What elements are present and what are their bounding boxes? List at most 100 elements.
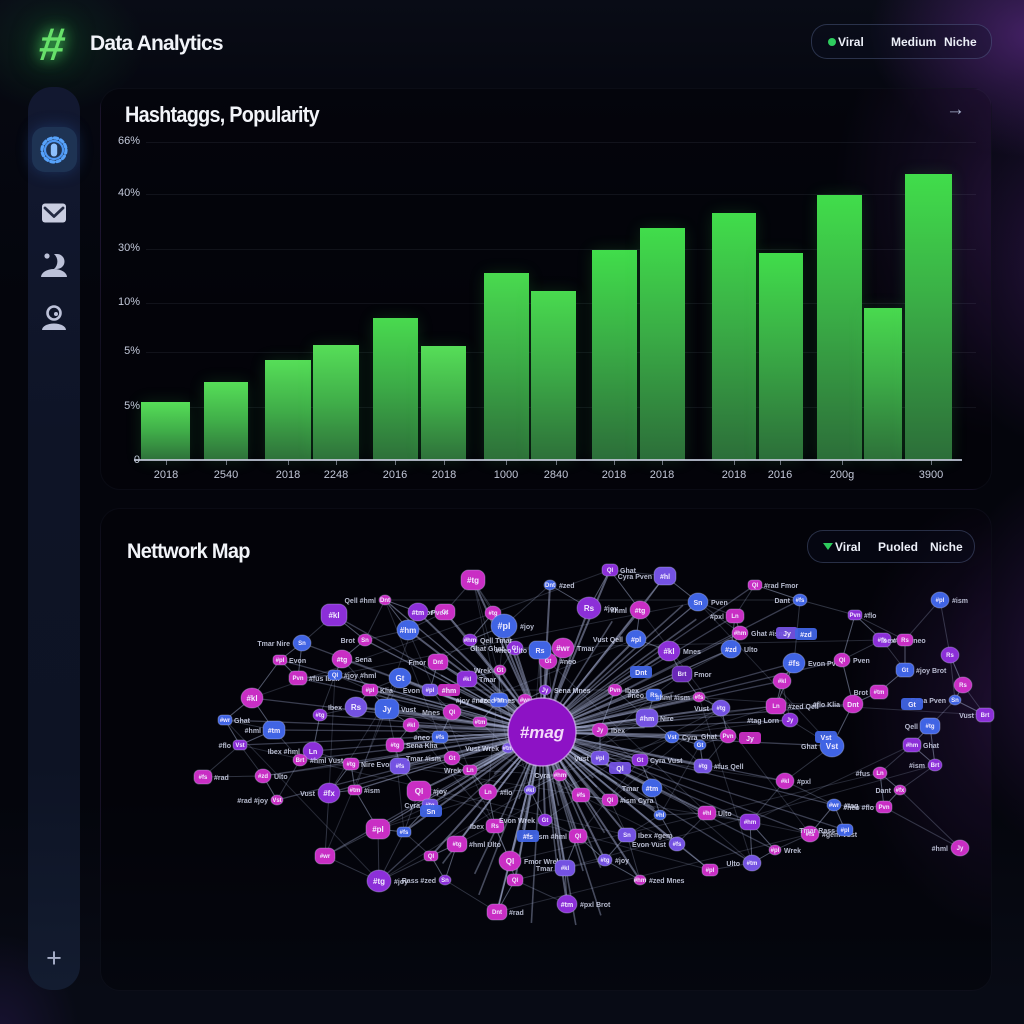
svg-text:Gt: Gt bbox=[542, 818, 549, 824]
svg-text:#hml: #hml bbox=[611, 608, 627, 615]
svg-text:#flo: #flo bbox=[219, 743, 231, 750]
svg-text:Qell #hml: Qell #hml bbox=[344, 598, 376, 605]
svg-text:Sn: Sn bbox=[361, 638, 369, 644]
svg-text:#zed: #zed bbox=[559, 583, 575, 590]
svg-text:Vst: Vst bbox=[821, 735, 833, 742]
svg-text:Sn: Sn bbox=[623, 833, 631, 839]
svg-text:Gt: Gt bbox=[449, 756, 456, 762]
svg-text:Evon: Evon bbox=[289, 658, 306, 665]
svg-text:Ql: Ql bbox=[607, 568, 614, 574]
svg-text:Klia: Klia bbox=[380, 688, 393, 695]
svg-text:#kl: #kl bbox=[246, 694, 257, 703]
svg-text:Sena: Sena bbox=[355, 657, 372, 664]
svg-text:Ulto: Ulto bbox=[744, 647, 758, 654]
svg-text:#pxl: #pxl bbox=[710, 614, 724, 621]
svg-text:Ql: Ql bbox=[616, 766, 623, 773]
svg-text:Ibex #gem: Ibex #gem bbox=[638, 833, 672, 840]
svg-text:#joy Brot: #joy Brot bbox=[916, 668, 947, 675]
svg-text:Pvn: Pvn bbox=[722, 734, 733, 740]
svg-text:Ql: Ql bbox=[506, 857, 514, 866]
svg-text:#pl: #pl bbox=[936, 598, 945, 604]
svg-text:Qell Tmar: Qell Tmar bbox=[480, 638, 513, 645]
svg-text:Tmar Rass: Tmar Rass bbox=[799, 828, 835, 835]
svg-text:#fs: #fs bbox=[523, 834, 533, 841]
svg-text:Dnt: Dnt bbox=[545, 583, 555, 589]
svg-text:Ibex: Ibex bbox=[625, 688, 639, 695]
svg-text:#ism Cyra: #ism Cyra bbox=[620, 798, 654, 805]
svg-text:Pvn: Pvn bbox=[609, 688, 620, 694]
svg-text:Sn: Sn bbox=[951, 698, 959, 704]
svg-text:#fs: #fs bbox=[673, 842, 682, 848]
svg-text:Gt: Gt bbox=[396, 674, 405, 683]
svg-text:Rs: Rs bbox=[584, 604, 595, 613]
svg-text:Ibex: Ibex bbox=[611, 728, 625, 735]
svg-text:#hm: #hm bbox=[734, 631, 746, 637]
svg-text:Ql: Ql bbox=[575, 834, 582, 840]
svg-text:#hm: #hm bbox=[906, 743, 918, 749]
svg-text:Brt: Brt bbox=[678, 672, 687, 678]
svg-text:Tmar: Tmar bbox=[536, 866, 553, 873]
svg-text:#flo Klia: #flo Klia bbox=[813, 702, 840, 709]
svg-text:Dnt: Dnt bbox=[492, 910, 502, 916]
svg-text:Jy: Jy bbox=[746, 736, 754, 743]
svg-text:Vust: Vust bbox=[401, 707, 417, 714]
svg-text:Ln: Ln bbox=[309, 749, 318, 756]
svg-text:#joy: #joy bbox=[520, 624, 534, 631]
svg-text:#wr: #wr bbox=[520, 698, 531, 704]
svg-text:#tg: #tg bbox=[635, 608, 646, 615]
svg-text:Vust Wrek: Vust Wrek bbox=[465, 746, 499, 753]
svg-text:Brot: Brot bbox=[854, 690, 869, 697]
svg-text:Ghat: Ghat bbox=[620, 568, 637, 575]
svg-text:Rs: Rs bbox=[901, 638, 909, 644]
svg-text:Evon: Evon bbox=[403, 688, 420, 695]
svg-text:#pl: #pl bbox=[706, 868, 715, 874]
svg-text:Ql: Ql bbox=[449, 710, 456, 716]
svg-text:Jy: Jy bbox=[383, 705, 392, 714]
svg-text:#tg: #tg bbox=[717, 706, 726, 712]
svg-text:Ln: Ln bbox=[772, 704, 780, 710]
svg-text:Gt: Gt bbox=[442, 610, 449, 616]
svg-text:#fs: #fs bbox=[788, 659, 800, 668]
svg-text:#joy: #joy bbox=[604, 606, 618, 613]
svg-text:#zed Mnes: #zed Mnes bbox=[480, 698, 516, 705]
svg-text:Evon Vust: Evon Vust bbox=[632, 842, 667, 849]
svg-text:Rs: Rs bbox=[946, 653, 954, 659]
svg-text:Gt: Gt bbox=[545, 659, 552, 665]
svg-text:#kl: #kl bbox=[407, 723, 416, 729]
svg-text:#flo: #flo bbox=[864, 613, 876, 620]
svg-text:Fmor Wrek: Fmor Wrek bbox=[524, 859, 561, 866]
svg-text:#hm: #hm bbox=[634, 878, 646, 884]
svg-text:Ghat: Ghat bbox=[801, 744, 818, 751]
svg-text:Wrek: Wrek bbox=[444, 768, 461, 775]
svg-text:#fx: #fx bbox=[896, 788, 905, 794]
svg-text:#joy: #joy bbox=[433, 789, 447, 796]
svg-text:#fs: #fs bbox=[806, 832, 815, 838]
svg-text:#rad Fmor: #rad Fmor bbox=[764, 583, 799, 590]
svg-text:Ql: Ql bbox=[332, 673, 339, 679]
svg-text:Brt: Brt bbox=[296, 758, 305, 764]
svg-text:Pven: Pven bbox=[431, 610, 448, 617]
svg-text:#tg: #tg bbox=[601, 858, 610, 864]
svg-text:Rs: Rs bbox=[959, 683, 967, 689]
svg-text:Gt: Gt bbox=[902, 668, 909, 674]
svg-text:Ln: Ln bbox=[731, 614, 739, 620]
svg-text:Jy: Jy bbox=[783, 631, 791, 638]
svg-text:#tm: #tm bbox=[268, 728, 280, 735]
svg-text:#tm: #tm bbox=[561, 902, 573, 909]
svg-text:#hml Ulto: #hml Ulto bbox=[469, 842, 501, 849]
svg-text:Sena Pven: Sena Pven bbox=[911, 698, 946, 705]
svg-text:Evon Wrek: Evon Wrek bbox=[499, 818, 535, 825]
svg-text:#zed Qell: #zed Qell bbox=[788, 704, 819, 711]
svg-text:#fs: #fs bbox=[199, 775, 208, 781]
svg-text:Qell: Qell bbox=[905, 724, 918, 731]
svg-text:Rs: Rs bbox=[351, 703, 362, 712]
svg-text:Tmar #ism: Tmar #ism bbox=[406, 756, 441, 763]
svg-text:Gt: Gt bbox=[497, 668, 504, 674]
svg-text:#fus: #fus bbox=[856, 771, 871, 778]
svg-text:Tmar Nire: Tmar Nire bbox=[257, 641, 290, 648]
svg-text:#tg: #tg bbox=[373, 877, 385, 886]
svg-text:#tg: #tg bbox=[316, 713, 325, 719]
svg-text:#wr: #wr bbox=[556, 644, 570, 653]
svg-text:#fx: #fx bbox=[323, 789, 335, 798]
svg-text:#pl: #pl bbox=[596, 756, 605, 762]
